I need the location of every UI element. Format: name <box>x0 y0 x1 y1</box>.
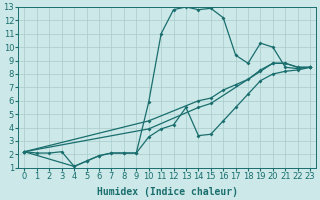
X-axis label: Humidex (Indice chaleur): Humidex (Indice chaleur) <box>97 186 238 197</box>
